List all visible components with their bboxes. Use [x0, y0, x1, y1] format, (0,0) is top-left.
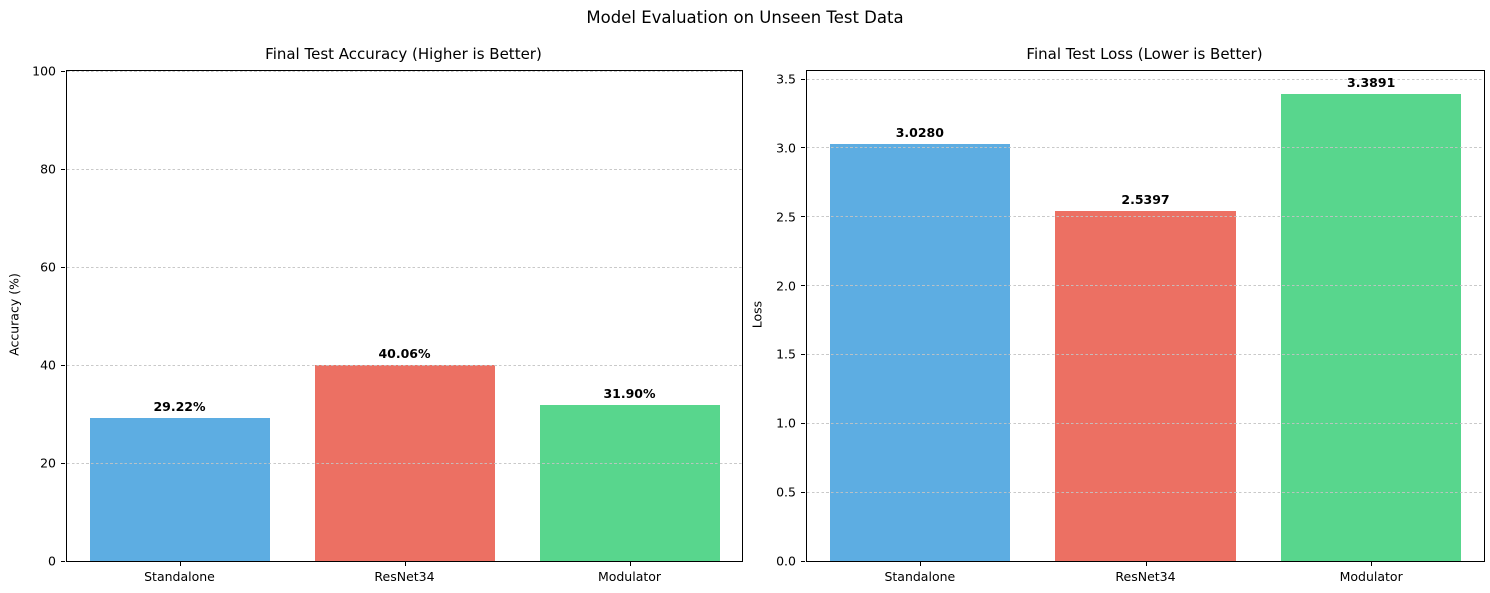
y-tick-label: 0 — [48, 553, 56, 569]
bar-value-label: 2.5397 — [1121, 192, 1170, 208]
gridline-y-0.5 — [807, 491, 1484, 493]
bar-modulator — [1280, 94, 1462, 561]
gridline-y-80 — [67, 168, 742, 170]
bar-modulator — [539, 404, 720, 561]
y-tick-mark — [61, 70, 65, 72]
accuracy-plot-area: 29.22% 40.06% 31.90% — [66, 70, 743, 562]
x-tick-mark — [179, 562, 181, 566]
y-tick-mark — [801, 216, 805, 218]
y-tick-mark — [61, 364, 65, 366]
y-tick-mark — [801, 422, 805, 424]
y-tick-label: 0.0 — [776, 553, 796, 569]
y-tick-label: 100 — [32, 63, 56, 79]
y-tick-label: 0.5 — [776, 484, 796, 500]
y-tick-label: 60 — [40, 259, 56, 275]
gridline-y-1.5 — [807, 353, 1484, 355]
bar-standalone — [829, 144, 1011, 561]
accuracy-chart-title: Final Test Accuracy (Higher is Better) — [265, 45, 542, 63]
x-tick-label-resnet34: ResNet34 — [1115, 569, 1176, 584]
y-tick-label: 3.0 — [776, 140, 796, 156]
gridline-y-3.0 — [807, 147, 1484, 149]
bar-value-label: 3.3891 — [1347, 75, 1396, 91]
y-tick-label: 3.5 — [776, 71, 796, 87]
y-tick-mark — [61, 266, 65, 268]
bar-value-label: 3.0280 — [895, 125, 944, 141]
y-tick-mark — [61, 560, 65, 562]
y-tick-mark — [801, 560, 805, 562]
y-tick-mark — [801, 353, 805, 355]
y-tick-mark — [61, 168, 65, 170]
x-tick-label-resnet34: ResNet34 — [374, 569, 435, 584]
y-tick-mark — [801, 147, 805, 149]
gridline-y-2.0 — [807, 285, 1484, 287]
y-tick-mark — [801, 78, 805, 80]
y-tick-mark — [801, 491, 805, 493]
x-tick-mark — [919, 562, 921, 566]
loss-plot-area: 3.0280 2.5397 3.3891 — [806, 70, 1485, 562]
bar-value-label: 40.06% — [378, 345, 431, 361]
x-tick-mark — [1145, 562, 1147, 566]
y-tick-label: 2.5 — [776, 209, 796, 225]
y-tick-label: 40 — [40, 357, 56, 373]
y-tick-label: 80 — [40, 161, 56, 177]
gridline-y-60 — [67, 266, 742, 268]
y-tick-label: 2.0 — [776, 278, 796, 294]
gridline-y-40 — [67, 364, 742, 366]
y-tick-mark — [61, 462, 65, 464]
bar-standalone — [89, 417, 270, 561]
gridline-y-100 — [67, 70, 742, 72]
y-tick-label: 1.5 — [776, 346, 796, 362]
x-tick-mark — [404, 562, 406, 566]
x-tick-mark — [629, 562, 631, 566]
figure-suptitle: Model Evaluation on Unseen Test Data — [586, 8, 904, 27]
x-tick-label-standalone: Standalone — [884, 569, 956, 584]
gridline-y-3.5 — [807, 78, 1484, 80]
x-tick-label-standalone: Standalone — [144, 569, 215, 584]
y-tick-label: 20 — [40, 455, 56, 471]
y-tick-label: 1.0 — [776, 415, 796, 431]
bar-value-label: 29.22% — [153, 398, 206, 414]
loss-chart-title: Final Test Loss (Lower is Better) — [1026, 45, 1263, 63]
bar-value-label: 31.90% — [603, 385, 656, 401]
x-tick-label-modulator: Modulator — [1339, 569, 1403, 584]
bar-resnet34 — [1055, 211, 1236, 561]
x-tick-label-modulator: Modulator — [597, 569, 662, 584]
gridline-y-20 — [67, 462, 742, 464]
gridline-y-2.5 — [807, 216, 1484, 218]
y-tick-mark — [801, 285, 805, 287]
x-tick-mark — [1371, 562, 1373, 566]
gridline-y-1.0 — [807, 422, 1484, 424]
